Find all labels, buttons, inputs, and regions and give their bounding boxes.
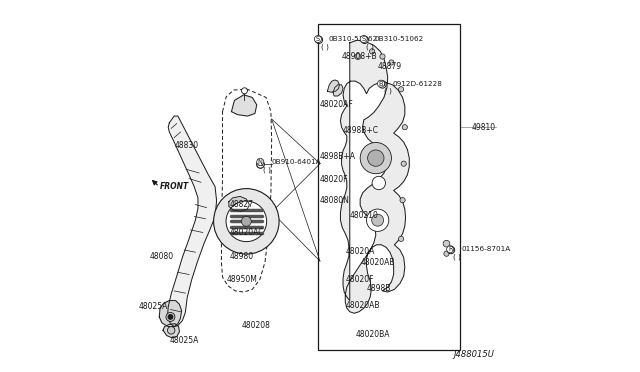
Text: R: R — [448, 246, 452, 252]
Text: 48980: 48980 — [230, 252, 254, 261]
Circle shape — [315, 36, 323, 44]
Text: S: S — [362, 37, 367, 42]
Polygon shape — [163, 324, 179, 338]
Text: 48080N: 48080N — [320, 196, 350, 205]
Circle shape — [166, 312, 175, 321]
Text: B: B — [379, 81, 383, 87]
Circle shape — [444, 251, 449, 256]
Text: 48020F: 48020F — [346, 275, 374, 283]
Text: 48020A: 48020A — [346, 247, 374, 256]
Text: 0B910-6401A: 0B910-6401A — [271, 159, 321, 165]
Text: 48080: 48080 — [150, 252, 173, 261]
Text: N: N — [258, 162, 263, 167]
Text: ( ): ( ) — [264, 166, 271, 173]
Polygon shape — [340, 40, 410, 313]
Circle shape — [402, 125, 408, 130]
Text: B: B — [380, 82, 385, 87]
Text: S: S — [317, 37, 321, 42]
Circle shape — [389, 60, 394, 65]
Bar — [318, 24, 460, 350]
Circle shape — [372, 176, 385, 190]
Text: ( ): ( ) — [453, 253, 461, 260]
Circle shape — [168, 315, 173, 319]
Text: 48020AB: 48020AB — [346, 301, 380, 310]
Text: S: S — [316, 36, 320, 42]
Text: 48827: 48827 — [230, 200, 254, 209]
Text: 48020BA: 48020BA — [355, 330, 390, 339]
Circle shape — [369, 49, 374, 54]
Text: FRONT: FRONT — [160, 182, 189, 191]
Circle shape — [360, 142, 392, 174]
Text: 480208: 480208 — [242, 321, 271, 330]
Circle shape — [379, 81, 386, 88]
Circle shape — [367, 150, 384, 166]
Text: N: N — [258, 159, 262, 165]
Polygon shape — [229, 196, 250, 211]
Text: 48020AF: 48020AF — [320, 100, 354, 109]
Text: 480210: 480210 — [349, 211, 379, 220]
Text: J488015U: J488015U — [453, 350, 494, 359]
Circle shape — [214, 189, 279, 254]
Circle shape — [367, 209, 389, 231]
Text: ( ): ( ) — [367, 43, 374, 50]
Text: 48025A: 48025A — [138, 302, 168, 311]
Circle shape — [257, 161, 264, 168]
Text: 4898B: 4898B — [367, 284, 391, 293]
Text: 01156-8701A: 01156-8701A — [461, 246, 511, 252]
Text: ( ): ( ) — [321, 43, 328, 50]
Text: 4898B+A: 4898B+A — [320, 152, 356, 161]
Circle shape — [399, 236, 404, 241]
Circle shape — [241, 217, 252, 226]
Polygon shape — [232, 95, 257, 116]
Text: 48025A: 48025A — [170, 336, 198, 345]
Circle shape — [443, 240, 450, 247]
Text: R: R — [449, 247, 453, 253]
Circle shape — [361, 36, 369, 44]
Polygon shape — [328, 80, 339, 92]
Circle shape — [447, 246, 454, 254]
Polygon shape — [159, 301, 182, 327]
Text: 49810: 49810 — [472, 123, 495, 132]
Text: 48950M: 48950M — [227, 275, 257, 283]
Circle shape — [257, 161, 264, 168]
Text: 4898B+C: 4898B+C — [342, 126, 378, 135]
Text: ( ): ( ) — [384, 88, 392, 94]
Circle shape — [399, 87, 404, 92]
Text: 48908+B: 48908+B — [342, 52, 377, 61]
Text: 0912D-61228: 0912D-61228 — [392, 81, 442, 87]
Text: 0B310-51062: 0B310-51062 — [329, 36, 378, 42]
Circle shape — [355, 54, 361, 60]
Text: 0B310-51062: 0B310-51062 — [374, 36, 424, 42]
Circle shape — [226, 201, 267, 242]
Text: 48020F: 48020F — [320, 175, 349, 184]
Text: 48879: 48879 — [378, 62, 402, 71]
Polygon shape — [168, 116, 216, 327]
Circle shape — [168, 327, 175, 334]
Circle shape — [380, 54, 385, 59]
Circle shape — [241, 88, 248, 94]
Text: 48020AC: 48020AC — [230, 228, 264, 237]
Text: S: S — [362, 36, 365, 42]
Text: 48020AB: 48020AB — [361, 258, 396, 267]
Circle shape — [401, 161, 406, 166]
Polygon shape — [333, 85, 343, 96]
Circle shape — [372, 214, 383, 226]
Circle shape — [400, 198, 405, 203]
Text: 48830: 48830 — [175, 141, 199, 150]
